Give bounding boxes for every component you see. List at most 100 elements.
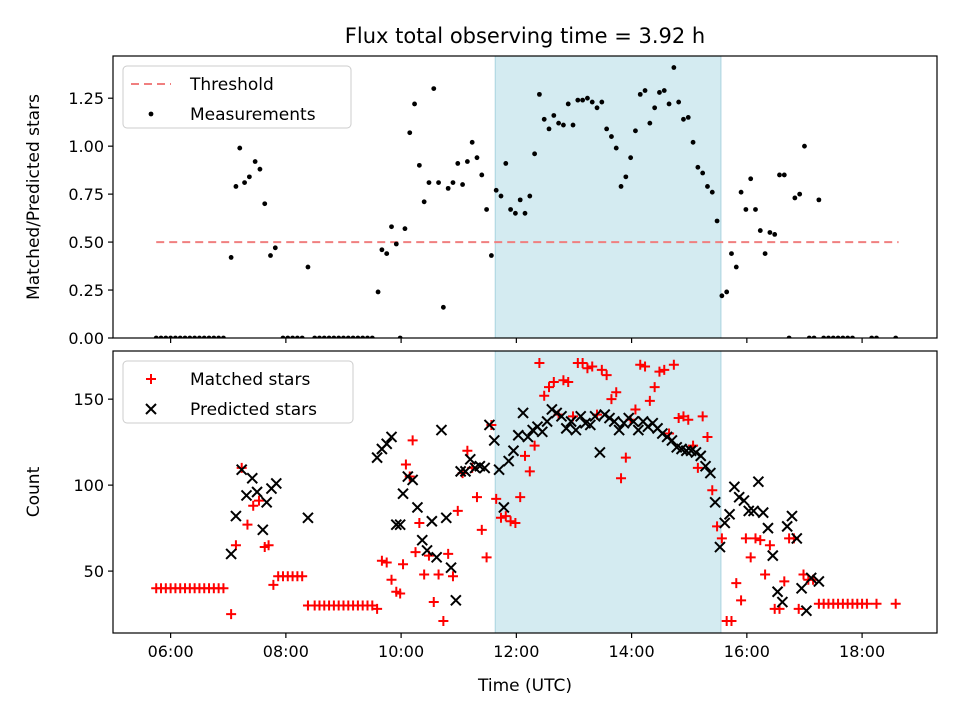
predicted-star-point [416,534,428,546]
measurement-point [777,172,782,178]
predicted-star-point [719,517,731,529]
predicted-star-point [805,572,817,584]
predicted-star-point [613,424,625,436]
matched-star-point [505,516,516,527]
legend-label: Matched stars [190,370,310,390]
predicted-star-point [230,510,242,522]
measurement-point [228,255,234,260]
y-axis-label: Matched/Predicted stars [24,94,44,300]
predicted-star-point [723,508,736,521]
matched-star-point [395,588,406,599]
matched-star-point [630,404,641,415]
x-tick-label: 18:00 [839,642,885,661]
measurement-point [272,245,278,251]
predicted-star-point [565,415,577,428]
y-tick-label: 1.00 [68,137,104,156]
matched-star-point [620,452,631,463]
matched-star-point [577,358,588,369]
x-tick-label: 12:00 [493,642,539,661]
predicted-star-point [251,486,263,498]
measurement-point [484,207,489,212]
measurement-point [594,105,600,111]
matched-star-point [764,540,775,551]
measurement-point [570,122,576,128]
measurement-point [488,253,494,258]
predicted-star-point [225,548,237,560]
measurement-point [479,172,485,178]
matched-star-point [740,533,751,544]
predicted-star-point [776,596,789,608]
measurement-point [681,116,686,122]
matched-star-point [649,382,660,393]
predicted-star-point [385,431,398,443]
measurement-point [460,182,465,187]
measurement-point [546,126,552,132]
measurement-point [792,195,798,201]
predicted-star-point [747,505,760,517]
legend-measurement-swatch [148,111,154,117]
legend-label: Threshold [189,75,274,95]
matched-star-point [582,363,593,374]
predicted-star-point [502,455,515,467]
measurement-point [565,101,571,107]
predicted-star-point [781,520,793,533]
measurement-point [268,253,273,258]
measurement-point [709,189,715,195]
matched-star-point [414,517,425,528]
matched-star-point [407,435,418,446]
y-tick-label: 0.50 [68,233,104,252]
measurement-point [719,293,725,299]
matched-star-point [495,512,506,523]
matched-star-point [726,615,737,626]
predicted-star-point [517,407,529,419]
matched-star-point [793,603,804,614]
predicted-star-point [632,424,645,436]
predicted-star-point [435,424,448,436]
predicted-star-point [570,424,582,436]
predicted-star-point [257,524,269,536]
matched-star-point [500,511,511,522]
predicted-star-point [450,594,462,607]
series-group [151,358,901,626]
legend-label: Predicted stars [190,400,317,420]
matched-star-point [226,609,237,620]
matched-star-point [443,548,454,559]
y-tick-label: 0.00 [68,329,104,348]
measurement-point [556,120,562,126]
measurement-point [589,99,595,105]
matched-star-point [606,394,617,405]
x-tick-label: 10:00 [378,642,424,661]
matched-star-point [779,576,790,587]
predicted-star-point [406,474,419,486]
predicted-star-point [411,501,424,514]
measurement-point [412,101,417,107]
measurement-point [628,155,634,161]
matched-star-point [731,578,742,589]
predicted-star-point [397,488,409,500]
legend-box [122,360,354,424]
legend-predicted-swatch [145,403,157,415]
matched-star-point [400,459,411,470]
measurement-point [816,197,822,203]
predicted-star-point [498,501,510,514]
measurement-point [421,199,427,205]
predicted-star-point [743,505,755,517]
measurement-point [695,164,701,170]
measurement-point [532,151,538,157]
predicted-star-point [813,575,825,588]
measurement-point [551,113,557,118]
predicted-star-point [795,582,808,595]
measurement-point [690,139,696,145]
measurement-point [767,230,773,235]
measurement-point [450,180,456,186]
matched-star-point [640,361,651,372]
measurement-point [416,162,422,168]
predicted-star-point [459,465,472,478]
matched-star-point [611,387,622,398]
matched-star-point [433,569,444,580]
measurement-point [733,264,739,270]
matched-star-point [297,571,308,582]
measurement-point [585,95,590,101]
predicted-star-point [762,522,774,534]
measurement-point [575,97,581,103]
